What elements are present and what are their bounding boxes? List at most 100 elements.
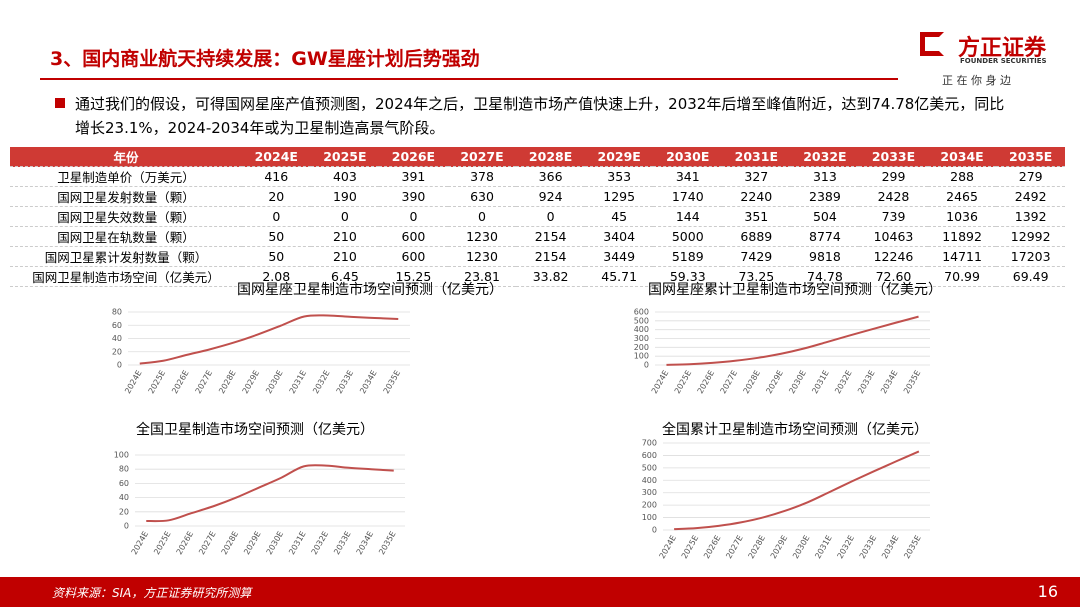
body-text: 通过我们的假设，可得国网星座产值预测图，2024年之后，卫星制造市场产值快速上升… bbox=[75, 95, 1005, 137]
x-tick-label: 2034E bbox=[358, 369, 379, 396]
x-tick-label: 2030E bbox=[787, 369, 808, 396]
table-cell: 1230 bbox=[447, 226, 517, 247]
table-row: 国网卫星制造市场空间（亿美元） 2.08 6.45 15.25 23.81 33.82 45… bbox=[10, 266, 1065, 287]
table-cell: 2026E bbox=[379, 147, 448, 167]
slide-title: 3、国内商业航天持续发展：GW星座计划后势强劲 bbox=[50, 48, 480, 70]
table-cell: 2492 bbox=[996, 186, 1065, 207]
x-tick-label: 2027E bbox=[197, 530, 218, 557]
y-tick-label: 500 bbox=[642, 463, 657, 472]
table-cell: 2029E bbox=[584, 147, 654, 167]
x-tick-label: 2026E bbox=[696, 369, 717, 396]
y-tick-label: 80 bbox=[119, 465, 129, 474]
x-tick-label: 2028E bbox=[747, 534, 768, 561]
y-tick-label: 40 bbox=[112, 334, 122, 343]
table-cell: 2465 bbox=[927, 186, 997, 207]
table-cell: 2428 bbox=[859, 186, 928, 207]
y-tick-label: 100 bbox=[642, 513, 657, 522]
table-cell: 12246 bbox=[859, 246, 928, 267]
y-tick-label: 0 bbox=[117, 361, 122, 370]
x-tick-label: 2025E bbox=[147, 369, 168, 396]
table-cell: 0 bbox=[310, 206, 380, 227]
x-tick-label: 2029E bbox=[241, 369, 262, 396]
table-cell: 73.25 bbox=[722, 266, 791, 287]
table-cell: 1036 bbox=[927, 206, 997, 227]
table-cell: 2030E bbox=[653, 147, 723, 167]
table-cell: 210 bbox=[310, 246, 380, 267]
slogan: 正 在 你 身 边 bbox=[942, 74, 1011, 87]
table-cell: 50 bbox=[242, 246, 311, 267]
data-table: 年份 2024E 2025E 2026E 2027E 2028E 2029E 2030E 203… bbox=[10, 147, 1065, 287]
x-tick-label: 2030E bbox=[265, 530, 286, 557]
table-cell: 10463 bbox=[859, 226, 928, 247]
table-cell: 190 bbox=[310, 186, 380, 207]
y-tick-label: 0 bbox=[124, 522, 129, 531]
table-cell: 403 bbox=[310, 166, 380, 187]
table-cell: 国网卫星失效数量（颗） bbox=[10, 206, 242, 227]
x-tick-label: 2034E bbox=[880, 534, 901, 561]
x-tick-label: 2033E bbox=[332, 530, 353, 557]
table-cell: 0 bbox=[242, 206, 311, 227]
table-cell: 600 bbox=[379, 246, 448, 267]
table-cell: 2389 bbox=[790, 186, 860, 207]
x-tick-label: 2024E bbox=[658, 534, 679, 561]
y-tick-label: 100 bbox=[114, 451, 129, 460]
x-tick-label: 2033E bbox=[335, 369, 356, 396]
table-cell: 国网卫星发射数量（颗） bbox=[10, 186, 242, 207]
table-row: 国网卫星在轨数量（颗） 50 210 600 1230 2154 3404 5000 6889 8… bbox=[10, 226, 1065, 247]
y-tick-label: 0 bbox=[652, 526, 657, 535]
table-cell: 144 bbox=[653, 206, 723, 227]
x-tick-label: 2029E bbox=[764, 369, 785, 396]
logo-en: FOUNDER SECURITIES bbox=[960, 57, 1047, 65]
footer: 资料来源：SIA，方正证券研究所测算 16 bbox=[0, 577, 1080, 607]
table-cell: 2240 bbox=[722, 186, 791, 207]
x-tick-label: 2035E bbox=[377, 530, 398, 557]
table-cell: 17203 bbox=[996, 246, 1065, 267]
table-row: 国网卫星累计发射数量（颗） 50 210 600 1230 2154 3449 5189 742… bbox=[10, 246, 1065, 267]
table-cell: 23.81 bbox=[447, 266, 517, 287]
table-cell: 378 bbox=[447, 166, 517, 187]
x-tick-label: 2026E bbox=[170, 369, 191, 396]
x-tick-label: 2024E bbox=[650, 369, 671, 396]
x-tick-label: 2028E bbox=[742, 369, 763, 396]
table-cell: 2154 bbox=[516, 226, 585, 247]
table-cell: 5189 bbox=[653, 246, 723, 267]
y-tick-label: 60 bbox=[112, 321, 122, 330]
table-cell: 3449 bbox=[584, 246, 654, 267]
table-cell: 2032E bbox=[790, 147, 860, 167]
x-tick-label: 2034E bbox=[879, 369, 900, 396]
table-cell: 72.60 bbox=[859, 266, 928, 287]
table-cell: 20 bbox=[242, 186, 311, 207]
x-tick-label: 2031E bbox=[813, 534, 834, 561]
y-tick-label: 200 bbox=[642, 501, 657, 510]
y-tick-label: 300 bbox=[642, 488, 657, 497]
table-cell: 国网卫星累计发射数量（颗） bbox=[10, 246, 242, 267]
table-cell: 390 bbox=[379, 186, 448, 207]
table-cell: 59.33 bbox=[653, 266, 723, 287]
table-cell: 69.49 bbox=[996, 266, 1065, 287]
table-cell: 2027E bbox=[447, 147, 517, 167]
table-cell: 2031E bbox=[722, 147, 791, 167]
x-tick-label: 2032E bbox=[836, 534, 857, 561]
table-cell: 2154 bbox=[516, 246, 585, 267]
x-tick-label: 2027E bbox=[194, 369, 215, 396]
y-tick-label: 0 bbox=[644, 361, 649, 370]
y-tick-label: 100 bbox=[634, 352, 649, 361]
y-tick-label: 60 bbox=[119, 479, 129, 488]
table-cell: 6889 bbox=[722, 226, 791, 247]
table-cell: 45 bbox=[584, 206, 654, 227]
x-tick-label: 2025E bbox=[673, 369, 694, 396]
y-tick-label: 400 bbox=[642, 476, 657, 485]
table-cell: 366 bbox=[516, 166, 585, 187]
table-cell: 391 bbox=[379, 166, 448, 187]
table-cell: 2025E bbox=[310, 147, 380, 167]
y-tick-label: 400 bbox=[634, 325, 649, 334]
x-tick-label: 2026E bbox=[175, 530, 196, 557]
header-rule bbox=[40, 78, 898, 80]
y-tick-label: 40 bbox=[119, 493, 129, 502]
x-tick-label: 2024E bbox=[123, 369, 144, 396]
x-tick-label: 2035E bbox=[902, 534, 923, 561]
x-tick-label: 2029E bbox=[769, 534, 790, 561]
table-cell: 313 bbox=[790, 166, 860, 187]
y-tick-label: 700 bbox=[642, 439, 657, 448]
